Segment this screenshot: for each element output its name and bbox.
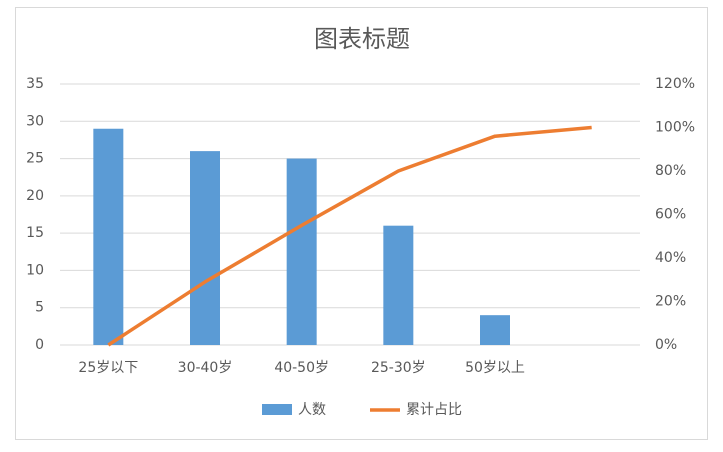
x-tick-label: 25岁以下	[78, 360, 138, 376]
y-tick-label: 25	[26, 151, 44, 167]
y-tick-label: 15	[26, 225, 44, 241]
line-series	[107, 125, 592, 347]
y-tick-label: 20	[26, 188, 44, 204]
x-tick-label: 25-30岁	[371, 360, 426, 376]
y2-tick-label: 100%	[655, 120, 695, 136]
y2-tick-label: 80%	[655, 163, 686, 179]
y-tick-label: 10	[26, 262, 44, 278]
y-tick-label: 5	[35, 300, 44, 316]
y-tick-label: 35	[26, 76, 44, 92]
x-tick-label: 40-50岁	[274, 360, 329, 376]
bar	[383, 225, 414, 345]
y-tick-label: 0	[35, 337, 44, 353]
y2-tick-label: 0%	[655, 337, 677, 353]
y2-tick-label: 120%	[655, 76, 695, 92]
legend-swatch	[262, 404, 292, 415]
x-tick-label: 30-40岁	[178, 360, 233, 376]
bar	[93, 128, 124, 345]
y-tick-label: 30	[26, 113, 44, 129]
y2-tick-label: 60%	[655, 207, 686, 223]
legend-label: 累计占比	[406, 402, 462, 418]
bar	[190, 151, 220, 345]
chart-title: 图表标题	[314, 25, 410, 53]
bar	[480, 315, 510, 345]
bar	[286, 158, 317, 345]
y2-tick-label: 40%	[655, 250, 686, 266]
chart-border	[15, 7, 708, 440]
x-tick-label: 50岁以上	[465, 360, 525, 376]
y2-tick-label: 20%	[655, 294, 686, 310]
legend-label: 人数	[298, 402, 326, 418]
